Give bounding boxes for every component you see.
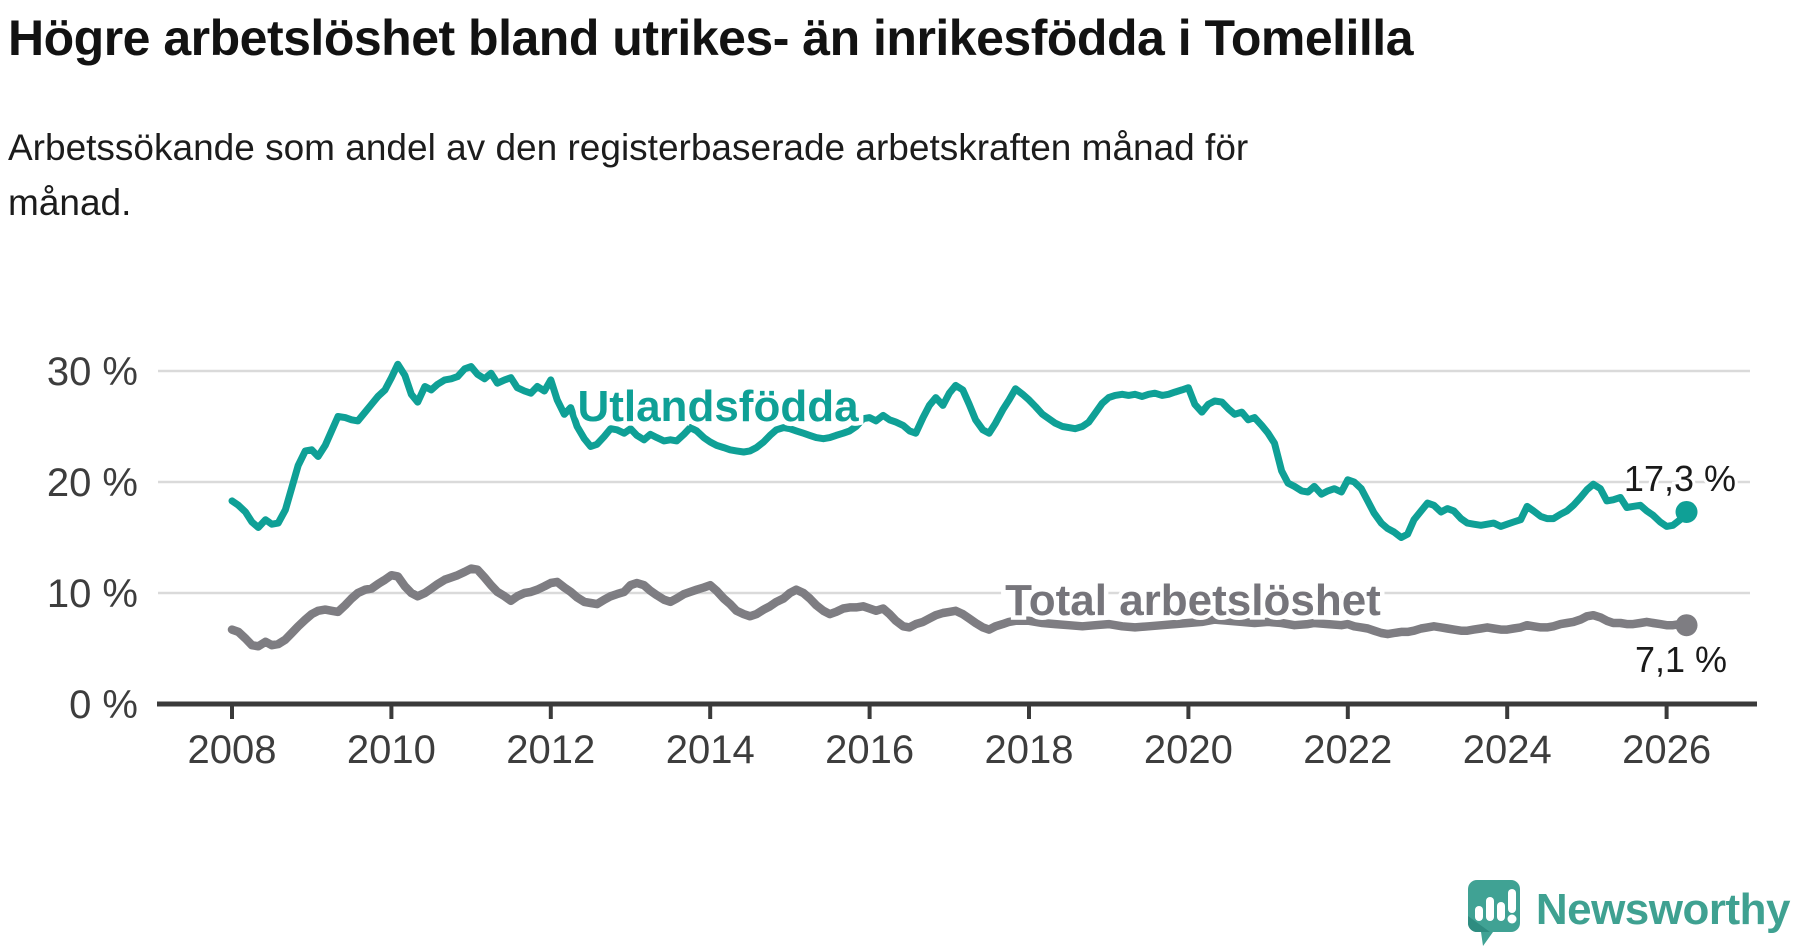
page-title: Högre arbetslöshet bland utrikes- än inr… xyxy=(8,10,1414,66)
page-subtitle: Arbetssökande som andel av den registerb… xyxy=(8,120,1508,230)
end-value-label-total: 7,1 % xyxy=(1635,639,1727,680)
logo-bars-icon xyxy=(1474,889,1517,924)
end-value-label-utlandsfodda: 17,3 % xyxy=(1624,458,1736,499)
newsworthy-logo-icon xyxy=(1467,880,1520,946)
x-axis-label-2008: 2008 xyxy=(188,728,277,772)
subtitle-line-1: Arbetssökande som andel av den registerb… xyxy=(8,127,1249,168)
newsworthy-logo: Newsworthy xyxy=(1464,878,1791,948)
y-axis-label-30: 30 % xyxy=(47,350,138,394)
series-end-dot-utlandsfodda xyxy=(1675,500,1698,523)
series-line-total xyxy=(227,564,1691,651)
y-axis-label-0: 0 % xyxy=(69,683,138,727)
x-axis-label-2016: 2016 xyxy=(825,728,914,772)
x-axis-label-2018: 2018 xyxy=(985,728,1074,772)
x-axis-label-2024: 2024 xyxy=(1463,728,1552,772)
x-axis-label-2014: 2014 xyxy=(666,728,755,772)
subtitle-line-2: månad. xyxy=(8,182,132,223)
x-axis-label-2026: 2026 xyxy=(1622,728,1711,772)
x-axis-label-2010: 2010 xyxy=(347,728,436,772)
x-axis-label-2012: 2012 xyxy=(506,728,595,772)
x-axis-label-2020: 2020 xyxy=(1144,728,1233,772)
newsworthy-logo-text: Newsworthy xyxy=(1535,885,1791,934)
series-label-total: Total arbetslöshet xyxy=(1005,576,1381,625)
series-label-utlandsfodda: Utlandsfödda xyxy=(577,382,859,431)
x-axis-label-2022: 2022 xyxy=(1303,728,1392,772)
series-line-utlandsfodda xyxy=(228,360,1690,541)
series-end-dot-total xyxy=(1675,614,1698,637)
y-axis-label-20: 20 % xyxy=(47,461,138,505)
y-axis-label-10: 10 % xyxy=(47,572,138,616)
